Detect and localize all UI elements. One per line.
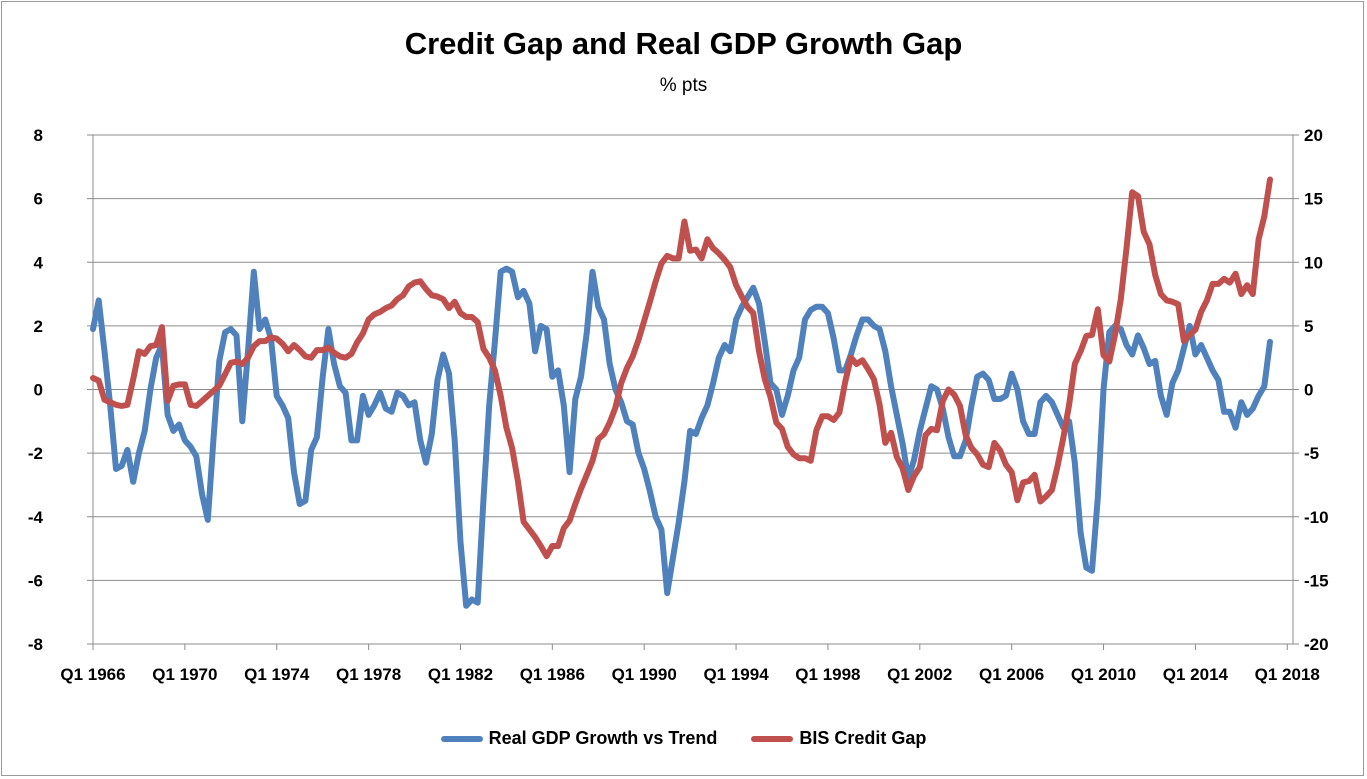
legend-item-credit: BIS Credit Gap (751, 728, 926, 749)
x-tick-label: Q1 2018 (1255, 665, 1320, 684)
right-tick-label: -15 (1304, 571, 1329, 590)
x-tick-label: Q1 1998 (795, 665, 860, 684)
right-tick-label: -5 (1304, 444, 1319, 463)
x-tick-label: Q1 1994 (703, 665, 769, 684)
right-tick-label: 0 (1304, 381, 1313, 400)
left-tick-label: 4 (34, 253, 44, 272)
legend-item-gdp: Real GDP Growth vs Trend (440, 728, 718, 749)
axes (87, 134, 1299, 650)
right-tick-label: 10 (1304, 253, 1323, 272)
x-tick-label: Q1 1966 (60, 665, 125, 684)
left-tick-label: -2 (28, 444, 43, 463)
left-tick-label: -4 (28, 508, 44, 527)
series-line-real-gdp-growth (90, 265, 1273, 609)
left-tick-label: -6 (28, 571, 43, 590)
x-tick-label: Q1 1982 (428, 665, 493, 684)
chart-subtitle: % pts (659, 75, 708, 96)
x-tick-label: Q1 2002 (887, 665, 952, 684)
x-tick-label: Q1 1990 (612, 665, 677, 684)
legend-swatch-gdp (440, 735, 483, 742)
x-tick-label: Q1 2014 (1163, 665, 1229, 684)
gridlines (93, 134, 1293, 645)
legend-label-credit: BIS Credit Gap (799, 728, 927, 748)
x-tick-label: Q1 2010 (1071, 665, 1136, 684)
left-tick-label: 0 (34, 381, 43, 400)
right-tick-label: 20 (1304, 126, 1323, 145)
x-tick-label: Q1 1978 (336, 665, 401, 684)
right-tick-label: 5 (1304, 317, 1313, 336)
chart-title: Credit Gap and Real GDP Growth Gap (404, 26, 963, 61)
left-tick-label: 2 (34, 317, 43, 336)
series-line-bis-credit-gap (90, 176, 1273, 560)
legend-label-gdp: Real GDP Growth vs Trend (488, 728, 718, 748)
legend: Real GDP Growth vs Trend BIS Credit Gap (0, 728, 1367, 749)
right-tick-label: -10 (1304, 508, 1329, 527)
x-tick-label: Q1 2006 (979, 665, 1044, 684)
x-tick-label: Q1 1986 (520, 665, 585, 684)
left-tick-label: 8 (34, 126, 43, 145)
x-tick-label: Q1 1970 (152, 665, 217, 684)
series-lines (90, 176, 1273, 609)
legend-swatch-credit (751, 735, 794, 742)
x-tick-label: Q1 1974 (244, 665, 310, 684)
left-tick-label: -8 (28, 635, 43, 654)
right-tick-label: 15 (1304, 190, 1323, 209)
left-tick-label: 6 (34, 190, 43, 209)
right-tick-label: -20 (1304, 635, 1329, 654)
